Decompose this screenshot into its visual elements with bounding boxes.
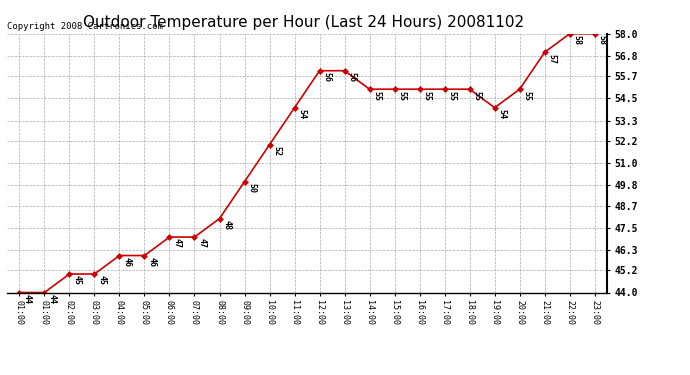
Text: Copyright 2008 Cartronics.com: Copyright 2008 Cartronics.com (7, 22, 163, 31)
Text: 55: 55 (447, 91, 456, 101)
Text: 54: 54 (497, 109, 506, 119)
Text: 50: 50 (247, 183, 256, 193)
Text: 45: 45 (97, 275, 106, 285)
Text: 44: 44 (47, 294, 56, 304)
Text: Outdoor Temperature per Hour (Last 24 Hours) 20081102: Outdoor Temperature per Hour (Last 24 Ho… (83, 15, 524, 30)
Text: 46: 46 (122, 257, 131, 267)
Text: 44: 44 (22, 294, 31, 304)
Text: 56: 56 (347, 72, 356, 82)
Text: 57: 57 (547, 54, 556, 64)
Text: 46: 46 (147, 257, 156, 267)
Text: 55: 55 (397, 91, 406, 101)
Text: 48: 48 (222, 220, 231, 230)
Text: 55: 55 (522, 91, 531, 101)
Text: 56: 56 (322, 72, 331, 82)
Text: 55: 55 (422, 91, 431, 101)
Text: 47: 47 (172, 238, 181, 249)
Text: 55: 55 (473, 91, 482, 101)
Text: 54: 54 (297, 109, 306, 119)
Text: 47: 47 (197, 238, 206, 249)
Text: 52: 52 (273, 146, 282, 156)
Text: 45: 45 (72, 275, 81, 285)
Text: 55: 55 (373, 91, 382, 101)
Text: 58: 58 (598, 35, 607, 45)
Text: 58: 58 (573, 35, 582, 45)
